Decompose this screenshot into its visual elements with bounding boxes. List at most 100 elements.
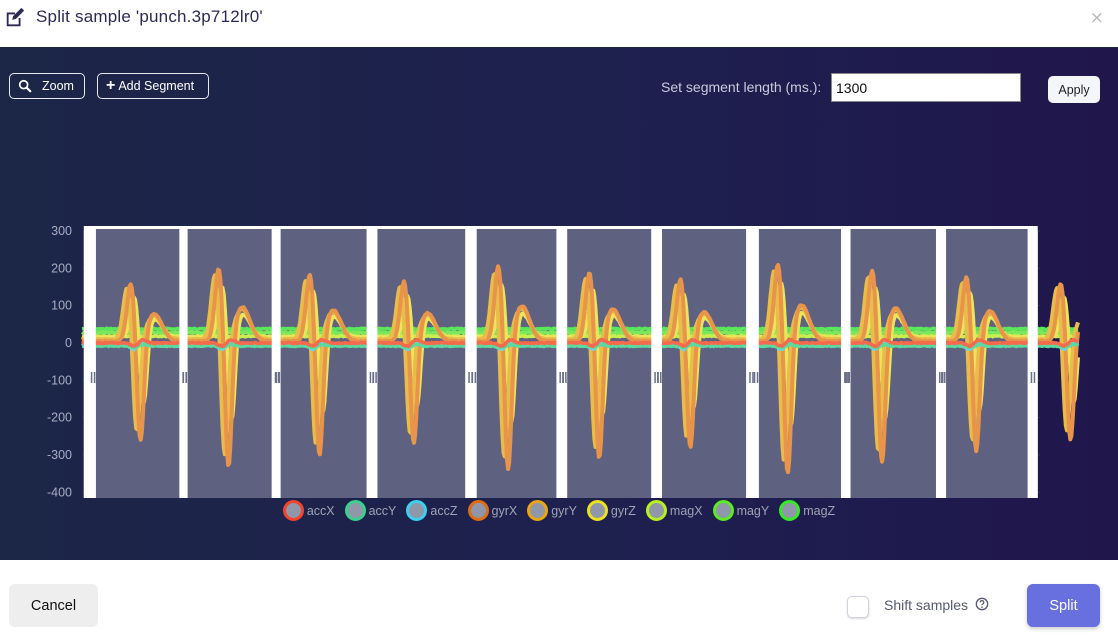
segment-region xyxy=(662,229,747,498)
segment-handle[interactable] xyxy=(845,372,851,383)
handle-bar xyxy=(565,372,567,383)
handle-bar xyxy=(847,372,849,383)
handle-bar xyxy=(657,372,659,383)
handle-bar xyxy=(277,372,280,383)
segment-handle[interactable] xyxy=(938,372,944,383)
segment-handle[interactable] xyxy=(844,372,849,383)
segment-gap xyxy=(841,226,851,498)
handle-bar xyxy=(185,372,188,383)
legend-label: gyrY xyxy=(551,503,577,518)
legend-marker-icon xyxy=(344,500,366,521)
handle-bar xyxy=(90,372,93,383)
segment-length-label: Set segment length (ms.): xyxy=(661,79,822,95)
legend-marker-icon xyxy=(282,500,304,521)
handle-bar xyxy=(468,372,470,383)
segment-gap xyxy=(366,226,378,498)
legend-item-magX[interactable]: magX xyxy=(645,500,703,521)
handle-bar xyxy=(660,372,662,383)
segment-handle[interactable] xyxy=(657,372,662,383)
handle-bar xyxy=(562,372,564,383)
legend-label: accX xyxy=(306,503,335,518)
legend-item-gyrX[interactable]: gyrX xyxy=(467,500,518,521)
legend-item-accZ[interactable]: accZ xyxy=(406,500,458,521)
handle-bar xyxy=(275,372,278,383)
handle-bar xyxy=(749,372,751,383)
handle-bar xyxy=(1030,372,1033,383)
split-button[interactable]: Split xyxy=(1027,584,1100,627)
segment-region xyxy=(850,229,936,498)
legend-label: gyrX xyxy=(491,503,518,518)
legend-marker-icon xyxy=(586,500,608,521)
zoom-button[interactable]: Zoom xyxy=(9,73,85,99)
y-tick-label: 200 xyxy=(51,261,72,275)
y-tick-label: 300 xyxy=(51,224,72,238)
legend-label: magZ xyxy=(803,503,836,518)
segment-handle[interactable] xyxy=(1030,372,1036,383)
handle-bar xyxy=(375,372,377,383)
chart-legend: accX accY accZ gyrX gyrY gyrZ magX magY magZ xyxy=(0,500,1118,521)
segment-handle[interactable] xyxy=(941,372,946,383)
handle-bar xyxy=(944,372,946,383)
y-tick-label: 0 xyxy=(65,336,72,350)
legend-marker-icon xyxy=(779,500,801,521)
segment-handle[interactable] xyxy=(372,372,377,383)
segment-handle[interactable] xyxy=(471,372,477,383)
segment-handle[interactable] xyxy=(274,372,280,383)
legend-marker-icon xyxy=(406,500,428,521)
legend-item-gyrY[interactable]: gyrY xyxy=(527,500,577,521)
handle-bar xyxy=(471,372,474,383)
segment-gap xyxy=(271,226,281,498)
add-segment-label: Add Segment xyxy=(118,79,195,93)
legend-item-accY[interactable]: accY xyxy=(344,500,397,521)
segment-length-input[interactable] xyxy=(831,73,1021,102)
add-segment-button[interactable]: + Add Segment xyxy=(97,73,209,99)
segment-region xyxy=(946,229,1028,498)
legend-label: magY xyxy=(736,503,770,518)
y-tick-label: -300 xyxy=(47,448,72,462)
series-line-accX xyxy=(81,337,1079,349)
segment-gap xyxy=(83,226,96,498)
handle-bar xyxy=(278,372,281,383)
segment-handle[interactable] xyxy=(275,372,281,383)
handle-bar xyxy=(93,372,96,383)
apply-button[interactable]: Apply xyxy=(1048,76,1100,103)
legend-label: gyrZ xyxy=(610,503,636,518)
segment-gap xyxy=(1027,226,1038,498)
handle-bar xyxy=(372,372,374,383)
legend-item-gyrZ[interactable]: gyrZ xyxy=(586,500,636,521)
y-tick-label: 100 xyxy=(51,299,72,313)
help-icon[interactable] xyxy=(975,597,989,611)
legend-marker-icon xyxy=(527,500,549,521)
legend-item-magY[interactable]: magY xyxy=(712,500,770,521)
segment-gap xyxy=(746,226,759,498)
legend-item-accX[interactable]: accX xyxy=(282,500,335,521)
dialog-header: Split sample 'punch.3p712lr0' × xyxy=(0,0,1118,48)
series-line-accY xyxy=(81,342,1080,350)
handle-bar xyxy=(1033,372,1036,383)
handle-bar xyxy=(274,372,277,383)
close-icon[interactable]: × xyxy=(1089,8,1104,28)
legend-label: accZ xyxy=(430,503,458,518)
segment-handle[interactable] xyxy=(753,372,759,383)
handle-bar xyxy=(182,372,185,383)
segment-handle[interactable] xyxy=(562,372,567,383)
series-line-gyrX xyxy=(81,263,1080,475)
handle-bar xyxy=(941,372,943,383)
segment-handle[interactable] xyxy=(182,372,188,383)
shift-samples-label: Shift samples xyxy=(884,597,969,613)
legend-item-magZ[interactable]: magZ xyxy=(779,500,835,521)
shift-samples-checkbox[interactable] xyxy=(847,596,869,618)
legend-label: accY xyxy=(368,503,397,518)
handle-bar xyxy=(559,372,561,383)
segment-handle[interactable] xyxy=(749,372,754,383)
handle-bar xyxy=(756,372,759,383)
segment-handle[interactable] xyxy=(90,372,96,383)
dialog-footer: Cancel Shift samples Split xyxy=(0,560,1118,640)
handle-bar xyxy=(844,372,846,383)
cancel-button[interactable]: Cancel xyxy=(9,584,98,627)
segment-gap xyxy=(651,226,663,498)
handle-bar xyxy=(848,372,851,383)
zoom-label: Zoom xyxy=(42,79,74,93)
segment-gap xyxy=(935,226,947,498)
